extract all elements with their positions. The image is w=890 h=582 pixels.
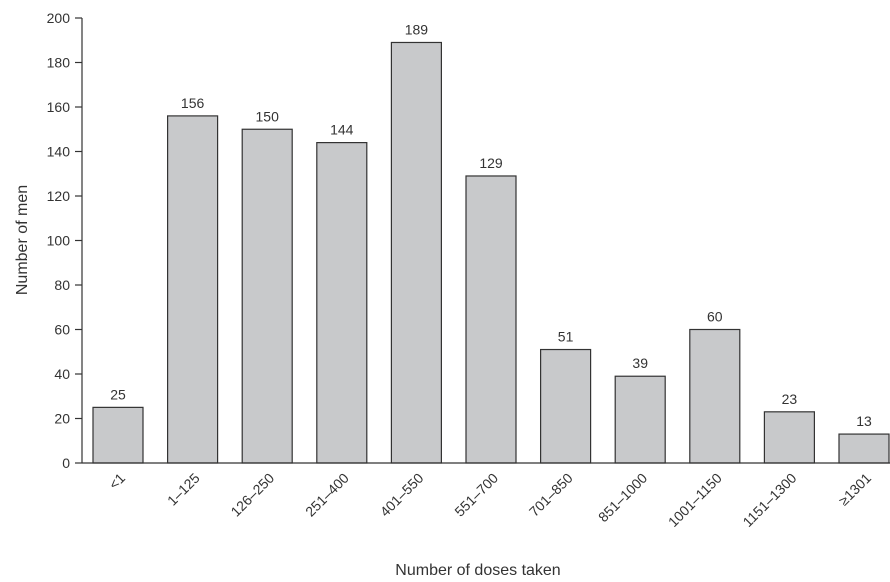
x-tick-label: 1001–1150	[665, 470, 725, 530]
bar	[465, 175, 517, 464]
x-tick-label: 551–700	[451, 470, 501, 520]
x-tick-label: 1151–1300	[739, 470, 799, 530]
bar-value-label: 129	[479, 155, 503, 171]
y-tick-label: 20	[54, 411, 70, 427]
y-tick-label: 0	[62, 455, 70, 471]
y-axis-title: Number of men	[14, 185, 31, 295]
y-tick-label: 60	[54, 322, 70, 338]
y-tick-label: 140	[47, 144, 71, 160]
bar	[167, 115, 219, 464]
x-tick-label: 126–250	[227, 470, 277, 520]
bar-value-label: 13	[856, 413, 872, 429]
bar	[763, 411, 816, 464]
bar	[614, 375, 666, 464]
bar	[539, 348, 592, 464]
x-axis-ticks: <1 1–125 126–250 251–400 401–550 551–700 701–8…	[106, 470, 875, 530]
bars: 25 156 150 144 189 129 51 39 60 23 13	[92, 21, 890, 464]
bar-value-label: 25	[110, 386, 126, 402]
bar-value-label: 144	[330, 122, 354, 138]
x-tick-label: 251–400	[302, 470, 352, 520]
x-tick-label: <1	[106, 470, 129, 493]
bar-value-label: 189	[405, 21, 429, 37]
bar	[689, 328, 741, 464]
bar-value-label: 51	[558, 329, 574, 345]
bar-value-label: 150	[256, 108, 280, 124]
bar	[241, 128, 293, 464]
x-tick-label: 401–550	[377, 470, 427, 520]
bar	[92, 406, 144, 464]
x-axis-title: Number of doses taken	[395, 562, 560, 579]
y-tick-label: 180	[47, 55, 71, 71]
bar-value-label: 39	[632, 355, 648, 371]
y-tick-label: 200	[47, 10, 71, 26]
x-tick-label: 701–850	[526, 470, 576, 520]
bar	[838, 433, 890, 464]
y-axis-ticks: 0 20 40 60 80 100 120 140 160 180 200	[47, 10, 82, 471]
y-tick-label: 120	[47, 188, 71, 204]
y-tick-label: 40	[54, 366, 70, 382]
bar-value-label: 23	[782, 391, 798, 407]
bar	[390, 41, 442, 464]
x-tick-label: 1–125	[164, 470, 203, 509]
y-tick-label: 160	[47, 99, 71, 115]
bar-value-label: 156	[181, 95, 205, 111]
bar	[316, 142, 368, 464]
x-tick-label: ≥1301	[835, 470, 874, 509]
y-tick-label: 80	[54, 277, 70, 293]
y-tick-label: 100	[47, 233, 71, 249]
x-tick-label: 851–1000	[595, 470, 651, 526]
bar-value-label: 60	[707, 309, 723, 325]
